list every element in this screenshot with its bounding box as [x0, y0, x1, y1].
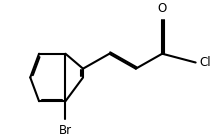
Text: O: O	[158, 2, 167, 15]
Text: Cl: Cl	[199, 56, 211, 69]
Text: Br: Br	[59, 124, 72, 137]
